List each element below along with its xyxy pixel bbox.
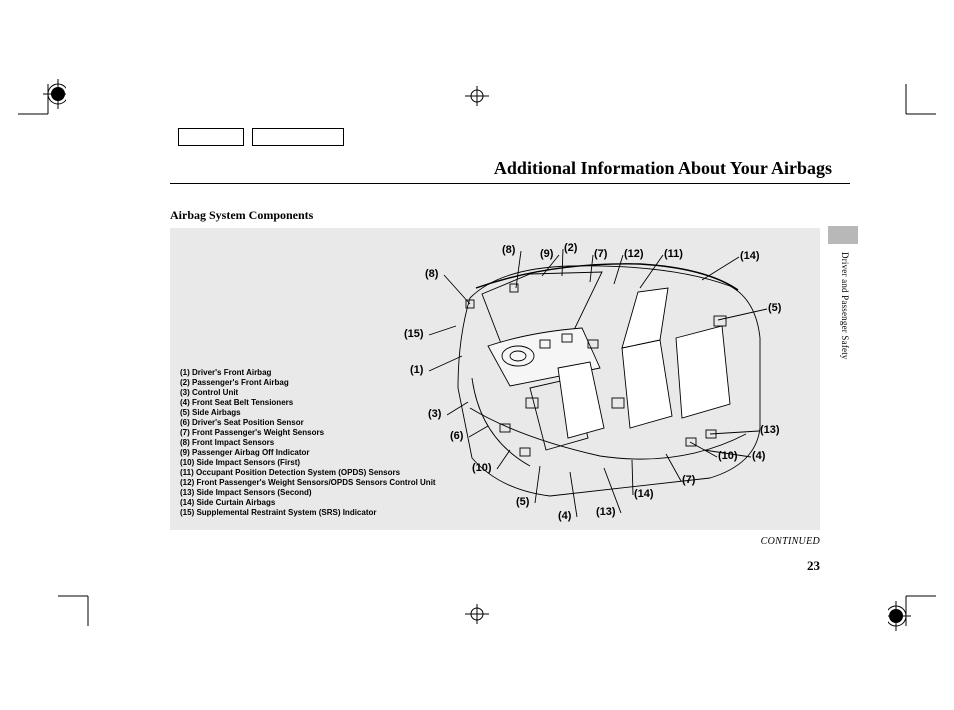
section-tab: [828, 226, 858, 244]
callout-c5b: (5): [516, 496, 529, 508]
airbag-diagram-figure: (1) Driver's Front Airbag(2) Passenger's…: [170, 228, 820, 530]
header-reference-boxes: [178, 128, 344, 146]
section-vertical-label: Driver and Passenger Safety: [836, 252, 850, 412]
callout-c8b: (8): [425, 268, 438, 280]
page: Additional Information About Your Airbag…: [0, 0, 954, 710]
legend-item: (15) Supplemental Restraint System (SRS)…: [180, 508, 436, 518]
callout-c1: (1): [410, 364, 423, 376]
callout-c12: (12): [624, 248, 644, 260]
callout-c5a: (5): [768, 302, 781, 314]
callout-c13b: (13): [596, 506, 616, 518]
legend-item: (6) Driver's Seat Position Sensor: [180, 418, 436, 428]
callout-c13a: (13): [760, 424, 780, 436]
callout-c15: (15): [404, 328, 424, 340]
diagram-legend: (1) Driver's Front Airbag(2) Passenger's…: [180, 368, 436, 518]
legend-item: (2) Passenger's Front Airbag: [180, 378, 436, 388]
legend-item: (13) Side Impact Sensors (Second): [180, 488, 436, 498]
legend-item: (7) Front Passenger's Weight Sensors: [180, 428, 436, 438]
crop-mark-top-right: [888, 76, 936, 124]
legend-item: (5) Side Airbags: [180, 408, 436, 418]
subsection-heading: Airbag System Components: [170, 208, 313, 223]
callout-c14a: (14): [740, 250, 760, 262]
legend-item: (11) Occupant Position Detection System …: [180, 468, 436, 478]
callout-c10b: (10): [472, 462, 492, 474]
crop-mark-bottom-left: [58, 586, 106, 634]
legend-item: (12) Front Passenger's Weight Sensors/OP…: [180, 478, 436, 488]
callout-c4a: (4): [752, 450, 765, 462]
legend-item: (9) Passenger Airbag Off Indicator: [180, 448, 436, 458]
callout-c2: (2): [564, 242, 577, 254]
legend-item: (3) Control Unit: [180, 388, 436, 398]
legend-item: (10) Side Impact Sensors (First): [180, 458, 436, 468]
crop-mark-bottom-center: [462, 604, 492, 624]
callout-c10a: (10): [718, 450, 738, 462]
title-rule: [170, 183, 850, 184]
legend-item: (4) Front Seat Belt Tensioners: [180, 398, 436, 408]
page-title: Additional Information About Your Airbag…: [494, 158, 832, 179]
legend-item: (8) Front Impact Sensors: [180, 438, 436, 448]
callout-c6: (6): [450, 430, 463, 442]
legend-item: (1) Driver's Front Airbag: [180, 368, 436, 378]
callout-c14b: (14): [634, 488, 654, 500]
callout-c8a: (8): [502, 244, 515, 256]
page-number: 23: [807, 558, 820, 574]
callout-c7b: (7): [682, 474, 695, 486]
crop-mark-top-center: [462, 86, 492, 106]
callout-c3: (3): [428, 408, 441, 420]
callout-c4b: (4): [558, 510, 571, 522]
continued-label: CONTINUED: [761, 536, 820, 547]
callout-c11: (11): [664, 248, 683, 260]
crop-mark-bottom-right: [888, 586, 936, 634]
legend-item: (14) Side Curtain Airbags: [180, 498, 436, 508]
callout-c9: (9): [540, 248, 553, 260]
callout-c7a: (7): [594, 248, 607, 260]
crop-mark-top-left: [18, 76, 66, 124]
